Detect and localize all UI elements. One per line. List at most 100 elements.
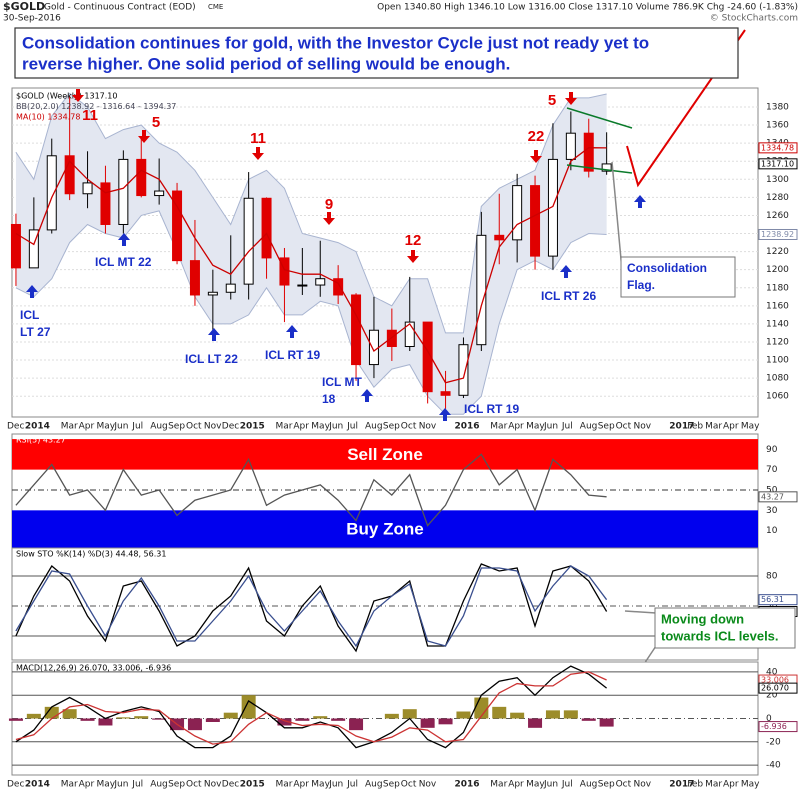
legend-entry: RSI(5) 43.27 — [16, 436, 66, 445]
zone-label: Buy Zone — [346, 520, 423, 539]
x-tick-label: Nov — [204, 780, 222, 790]
flag-line — [566, 164, 633, 174]
peak-label: 5 — [152, 114, 160, 131]
x-tick-label: Dec — [222, 780, 239, 790]
x-tick-label: May — [526, 780, 545, 790]
x-tick-label: Nov — [634, 780, 652, 790]
x-tick-label: Feb — [687, 422, 703, 432]
arrow — [560, 265, 572, 278]
candle-body — [64, 155, 75, 195]
histogram-bar — [581, 718, 596, 721]
series-line — [15, 453, 607, 527]
callout-text: towards ICL levels. — [661, 628, 779, 643]
histogram-bar — [510, 712, 525, 719]
candle-body — [583, 132, 594, 172]
value-tag — [758, 721, 798, 733]
x-tick-label: 2014 — [25, 422, 50, 432]
callout-line — [624, 610, 657, 614]
x-tick-label: Mar — [705, 422, 722, 432]
series-line — [15, 671, 607, 745]
peak-label: 9 — [325, 196, 333, 213]
projection — [626, 29, 746, 188]
legend-entry: MA(10) 1334.78 — [16, 113, 80, 122]
date: 30-Sep-2016 — [3, 14, 61, 24]
x-tick-label: May — [741, 422, 760, 432]
arrow — [118, 233, 130, 246]
cycle-low-label: ICL MT — [322, 375, 362, 389]
x-tick-label: Aug — [580, 780, 598, 790]
arrow — [72, 89, 84, 102]
arrow — [565, 92, 577, 105]
callout-text: Moving down — [661, 611, 744, 626]
x-tick-label: Oct — [401, 422, 417, 432]
candle-body — [386, 329, 397, 348]
cycle-low-label: LT 27 — [20, 325, 51, 339]
x-tick-label: Jun — [543, 780, 558, 790]
x-tick-label: 2017 — [669, 780, 694, 790]
histogram-bar — [492, 706, 507, 719]
y-tick-label: 1200 — [766, 265, 789, 275]
candle-body — [315, 278, 326, 286]
candle-body — [512, 185, 523, 241]
x-tick-label: 2015 — [240, 780, 265, 790]
bb-band — [15, 93, 607, 415]
arrow — [361, 389, 373, 402]
callout-text: Consolidation — [627, 261, 707, 275]
histogram-bar — [420, 718, 435, 728]
x-tick-label: Mar — [276, 422, 293, 432]
x-tick-label: Apr — [723, 422, 739, 432]
value-tag-label: 1334.78 — [761, 143, 794, 152]
x-tick-label: May — [741, 780, 760, 790]
histogram-bar — [187, 718, 202, 731]
value-tag-label: 1238.92 — [761, 230, 794, 239]
x-tick-label: Nov — [204, 422, 222, 432]
arrow — [252, 147, 264, 160]
callout-box — [620, 256, 736, 298]
value-tag — [758, 491, 798, 503]
histogram-bar — [402, 709, 417, 719]
x-tick-label: Apr — [293, 780, 309, 790]
callout-box — [654, 607, 796, 649]
value-tag-label: 43.27 — [761, 492, 784, 501]
x-tick-label: Jul — [346, 422, 358, 432]
histogram-bar — [295, 718, 310, 721]
value-tag — [758, 142, 798, 154]
y-tick-label: -20 — [766, 737, 781, 747]
x-tick-label: Mar — [61, 780, 78, 790]
series-line — [15, 92, 607, 334]
y-tick-label: 1100 — [766, 356, 789, 366]
candle-body — [476, 234, 487, 346]
candle-body — [547, 158, 558, 257]
x-tick-label: Aug — [580, 422, 598, 432]
x-tick-label: Feb — [687, 780, 703, 790]
x-tick-label: Aug — [365, 422, 383, 432]
symbol: $GOLD — [3, 0, 45, 13]
histogram-bar — [116, 717, 131, 719]
arrow — [138, 130, 150, 143]
candle-body — [46, 155, 57, 231]
histogram-bar — [313, 716, 328, 719]
callout-text: Flag. — [627, 278, 655, 292]
value-tag-label: 26.070 — [761, 684, 789, 693]
value-tag — [758, 158, 798, 170]
x-tick-label: Apr — [293, 422, 309, 432]
candle-body — [10, 223, 21, 269]
x-tick-label: Oct — [186, 422, 202, 432]
peak-label: 12 — [405, 232, 422, 249]
y-tick-label: 1060 — [766, 392, 789, 402]
x-tick-label: Apr — [508, 780, 524, 790]
y-tick-label: 50 — [766, 485, 778, 495]
x-tick-label: Oct — [616, 422, 632, 432]
note-text: reverse higher. One solid period of sell… — [22, 54, 510, 73]
cycle-low-label: ICL — [20, 308, 39, 322]
cycle-low-label: ICL RT 19 — [464, 402, 519, 416]
value-tag — [758, 228, 798, 240]
candle-body — [601, 163, 612, 172]
histogram-bar — [134, 716, 149, 719]
x-tick-label: Sep — [383, 780, 400, 790]
y-tick-label: 10 — [766, 526, 778, 536]
cycle-low-label: ICL LT 22 — [185, 352, 238, 366]
y-tick-label: 20 — [766, 691, 778, 701]
candle-body — [28, 229, 39, 269]
x-tick-label: Aug — [150, 780, 168, 790]
